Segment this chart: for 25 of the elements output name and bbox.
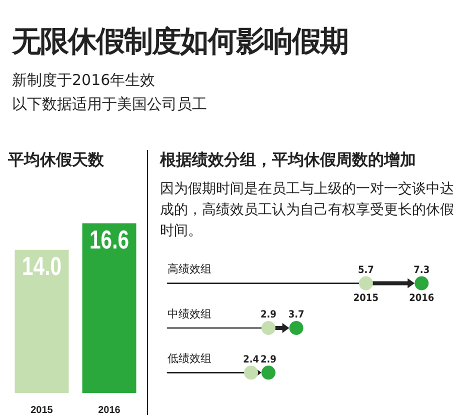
y-tick-label: 低绩效组 <box>168 352 212 366</box>
point <box>414 276 429 290</box>
data-label: 2.4 <box>243 354 260 366</box>
data-label: 14.0 <box>22 252 62 281</box>
data-label: 5.7 <box>358 264 374 276</box>
data-label: 7.3 <box>414 264 430 276</box>
series-label: 2016 <box>409 292 434 304</box>
data-label: 3.7 <box>288 310 304 321</box>
y-tick-label: 高绩效组 <box>168 262 212 276</box>
text: 新制度于2016年生效 <box>12 70 156 91</box>
y-tick-label: 中绩效组 <box>168 307 212 320</box>
chart-subtitle: 因为假期时间是在员工与上级的一对一交谈中达成的，高绩效员工认为自己有权享受更长的休假时间。 <box>160 180 455 241</box>
point <box>261 320 276 335</box>
point <box>244 366 258 380</box>
data-label: 2.9 <box>260 354 276 366</box>
chart-title: 根据绩效分组，平均休假周数的增加 <box>160 150 417 171</box>
text: 以下数据适用于美国公司员工 <box>12 94 208 115</box>
point <box>261 366 276 380</box>
point <box>289 320 304 335</box>
data-label: 2.9 <box>260 310 276 321</box>
chart-title: 平均休假天数 <box>8 150 105 171</box>
text: 无限休假制度如何影响假期 <box>12 23 349 60</box>
point <box>358 276 373 290</box>
data-label: 16.6 <box>90 225 130 254</box>
series-label: 2015 <box>353 292 378 304</box>
